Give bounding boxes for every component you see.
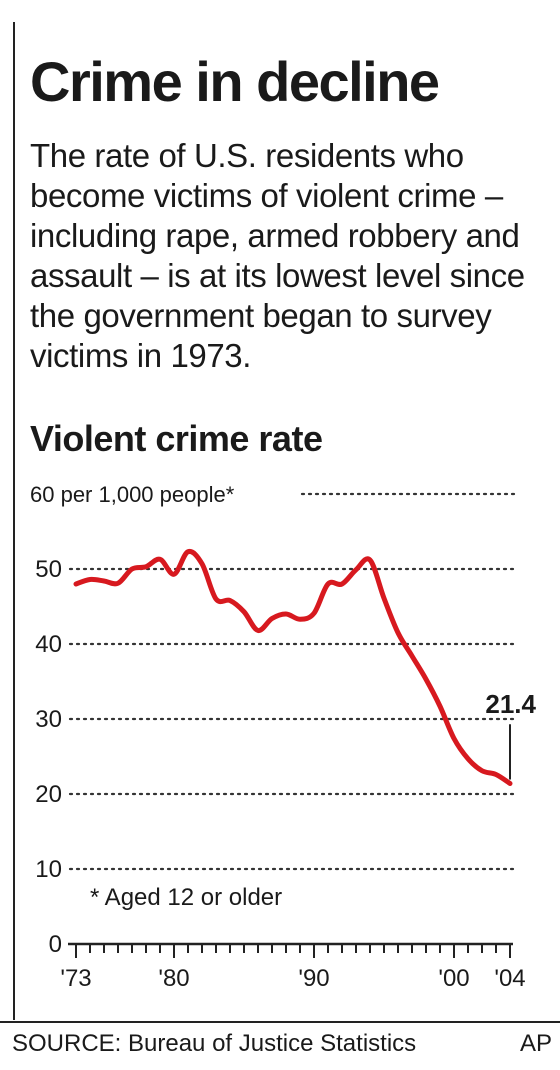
y-tick-label-40: 40 — [35, 631, 62, 658]
x-tick-label-2000: '00 — [438, 965, 469, 992]
chart-title: Violent crime rate — [30, 418, 323, 459]
x-tick-label-1990: '90 — [298, 965, 329, 992]
callouts: 21.4 — [485, 689, 537, 780]
left-border-rule — [13, 22, 15, 1020]
footnote-aged-12: * Aged 12 or older — [90, 884, 282, 911]
source-credit: SOURCE: Bureau of Justice Statistics — [12, 1030, 417, 1057]
graphic-title: Crime in decline — [30, 50, 440, 113]
callout-label-21-4: 21.4 — [485, 689, 536, 719]
x-axis: '73 '80 '90 '00 '04 — [60, 942, 526, 992]
series-line-0 — [73, 548, 513, 786]
y-tick-label-0: 0 — [49, 931, 62, 958]
y-tick-label-50: 50 — [35, 556, 62, 583]
bottom-rule — [0, 1021, 560, 1023]
series-lines — [73, 548, 513, 786]
y-tick-label-20: 20 — [35, 781, 62, 808]
gridlines — [68, 492, 517, 871]
y-tick-label-30: 30 — [35, 706, 62, 733]
y-axis-tick-labels: 0 10 20 30 40 50 — [35, 556, 62, 958]
agency-credit: AP — [519, 1030, 552, 1057]
x-tick-label-1973: '73 — [60, 965, 91, 992]
y-tick-label-10: 10 — [35, 856, 62, 883]
x-tick-label-1980: '80 — [158, 965, 189, 992]
intro-text: The rate of U.S. residents who become vi… — [30, 137, 525, 374]
y-unit-label: 60 per 1,000 people* — [30, 482, 235, 507]
x-tick-label-2004: '04 — [494, 965, 525, 992]
